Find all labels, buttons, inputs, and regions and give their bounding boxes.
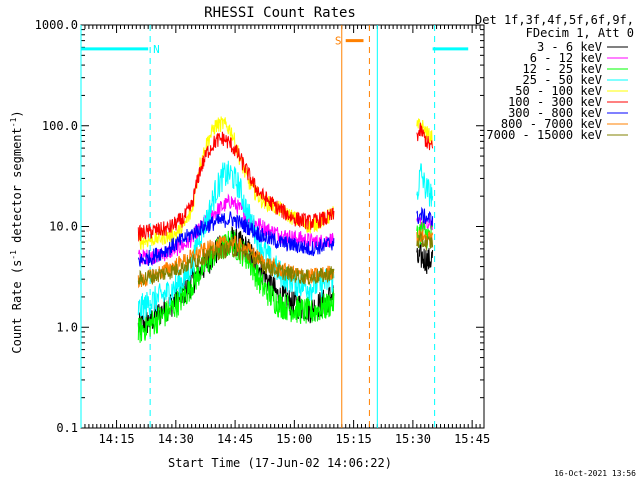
x-tick-label-4: 15:15 bbox=[336, 432, 372, 446]
legend-label-4: 50 - 100 keV bbox=[515, 84, 602, 98]
series-line-0-seg2 bbox=[416, 242, 434, 275]
y-axis-label-sup2: -1 bbox=[9, 117, 18, 127]
y-axis-label: Count Rate (s-1 detector segment-1) bbox=[9, 110, 24, 353]
x-tick-label-2: 14:45 bbox=[217, 432, 253, 446]
chart-title: RHESSI Count Rates bbox=[204, 5, 356, 21]
timestamp: 16-Oct-2021 13:56 bbox=[554, 469, 636, 478]
x-tick-label-3: 15:00 bbox=[276, 432, 312, 446]
y-axis-label-end: ) bbox=[10, 110, 24, 117]
legend-header-line2: FDecim 1, Att 0 bbox=[526, 26, 634, 40]
x-tick-label-5: 15:30 bbox=[395, 432, 431, 446]
x-tick-label-0: 14:15 bbox=[98, 432, 134, 446]
series-line-8-seg1 bbox=[137, 241, 335, 286]
x-tick-label-6: 15:45 bbox=[454, 432, 490, 446]
legend-label-7: 800 - 7000 keV bbox=[501, 117, 602, 131]
series-line-3-seg2 bbox=[416, 163, 434, 207]
series-line-8-seg2 bbox=[416, 231, 434, 251]
series-line-2-seg1 bbox=[137, 230, 335, 343]
legend: Det 1f,3f,4f,5f,6f,9f, FDecim 1, Att 0 3… bbox=[475, 13, 634, 142]
legend-label-3: 25 - 50 keV bbox=[523, 73, 602, 87]
series-line-6-seg1 bbox=[137, 211, 335, 267]
y-tick-label-2: 10.0 bbox=[49, 220, 78, 234]
series-lines bbox=[137, 116, 434, 343]
x-axis-ticks: 14:15 14:30 14:45 15:00 15:15 15:30 15:45 bbox=[80, 25, 490, 446]
orbit-markers bbox=[80, 25, 469, 428]
annotation-0: N bbox=[153, 43, 160, 56]
y-axis-label-sup1: -1 bbox=[9, 250, 18, 260]
y-tick-label-4: 1000.0 bbox=[35, 18, 78, 32]
series-line-4-seg2 bbox=[416, 118, 434, 145]
legend-label-6: 300 - 800 keV bbox=[508, 106, 602, 120]
x-tick-label-1: 14:30 bbox=[158, 432, 194, 446]
series-line-5-seg2 bbox=[416, 122, 434, 151]
series-line-3-seg1 bbox=[137, 160, 335, 320]
series-line-5-seg1 bbox=[137, 131, 335, 243]
annotation-1: S bbox=[335, 35, 342, 48]
x-axis-label: Start Time (17-Jun-02 14:06:22) bbox=[168, 456, 392, 470]
legend-label-5: 100 - 300 keV bbox=[508, 95, 602, 109]
chart-annotations: NS bbox=[153, 35, 341, 56]
legend-label-2: 12 - 25 keV bbox=[523, 62, 602, 76]
y-axis-ticks: 0.1 1.0 10.0 100.0 1000.0 bbox=[35, 18, 484, 435]
legend-label-0: 3 - 6 keV bbox=[537, 40, 602, 54]
y-tick-label-0: 0.1 bbox=[56, 421, 78, 435]
y-tick-label-3: 100.0 bbox=[42, 119, 78, 133]
y-axis-label-mid: detector segment bbox=[10, 127, 24, 250]
legend-header-line1: Det 1f,3f,4f,5f,6f,9f, bbox=[475, 13, 634, 27]
legend-label-1: 6 - 12 keV bbox=[530, 51, 602, 65]
y-axis-label-main: Count Rate (s bbox=[10, 260, 24, 354]
series-line-6-seg2 bbox=[416, 206, 434, 227]
legend-label-8: 7000 - 15000 keV bbox=[486, 128, 602, 142]
y-tick-label-1: 1.0 bbox=[56, 320, 78, 334]
